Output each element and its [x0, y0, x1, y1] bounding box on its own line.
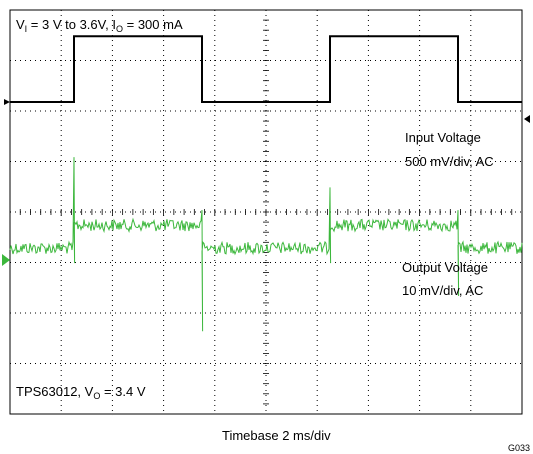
output-ground-marker: [2, 254, 10, 266]
conditions-label: VI = 3 V to 3.6V, IO = 300 mA: [16, 17, 183, 34]
figure-id: G033: [508, 443, 531, 453]
output-voltage-scale: 10 mV/div, AC: [402, 283, 484, 298]
center-ticks: [9, 9, 523, 415]
input-voltage-label: Input Voltage: [405, 130, 481, 145]
input-trigger-marker-right: [524, 115, 530, 123]
input-voltage-trace: [10, 35, 522, 103]
device-label: TPS63012, VO = 3.4 V: [16, 384, 146, 401]
input-voltage-scale: 500 mV/div, AC: [405, 154, 494, 169]
output-voltage-label: Output Voltage: [402, 260, 489, 275]
output-voltage-trace: [9, 157, 523, 332]
input-ground-marker-left: [4, 99, 10, 105]
x-axis-label: Timebase 2 ms/div: [222, 428, 331, 443]
